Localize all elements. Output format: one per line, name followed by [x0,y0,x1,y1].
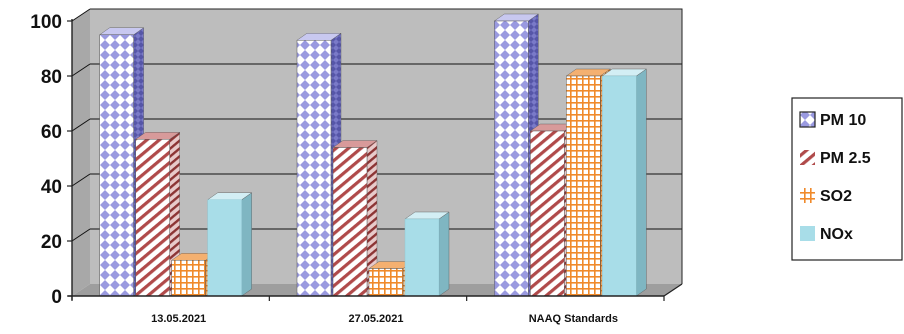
y-tick-labels: 0 20 40 60 80 100 [30,12,62,308]
y-tick-label: 40 [41,177,62,198]
gridline-side [71,228,91,242]
y-tick-label: 20 [41,232,62,253]
legend-swatch-so2 [800,188,815,203]
wall-outline [90,8,683,284]
x-tick-label: NAAQ Standards [529,313,618,325]
legend-swatch-pm10 [799,111,816,128]
legend-label-so2: SO2 [820,188,852,205]
legend-label-pm10: PM 10 [820,112,866,129]
bar-pm25-0 [135,131,181,297]
bars [99,13,647,297]
legend: PM 10 PM 2.5 SO2 NOx [791,97,903,261]
legend-item-so2: SO2 [800,188,852,205]
y-tick-label: 60 [41,122,62,143]
x-tick-labels: 13.05.2021 27.05.2021 NAAQ Standards [151,313,618,325]
x-tick-label: 27.05.2021 [348,313,403,325]
side-wall [72,9,90,296]
bar-pm25-1 [332,140,378,297]
bar-nox-0 [207,192,253,297]
legend-item-pm10: PM 10 [799,111,866,129]
bar-nox-2 [601,68,647,297]
axes [67,19,683,301]
legend-swatch-pm25 [800,150,815,165]
legend-item-nox: NOx [800,226,853,243]
legend-item-pm25: PM 2.5 [800,150,871,167]
x-tick-label: 13.05.2021 [151,313,206,325]
legend-label-pm25: PM 2.5 [820,150,871,167]
gridline-side [71,173,91,187]
gridline-side [71,118,91,132]
x-axis-depth [663,283,683,297]
y-tick-label: 0 [51,287,62,308]
gridline-side [71,8,91,22]
legend-label-nox: NOx [820,226,853,243]
bar-nox-1 [404,211,450,297]
y-tick-label: 80 [41,67,62,88]
legend-swatch-nox [800,226,815,241]
gridline-side [71,63,91,77]
y-tick-label: 100 [30,12,62,33]
